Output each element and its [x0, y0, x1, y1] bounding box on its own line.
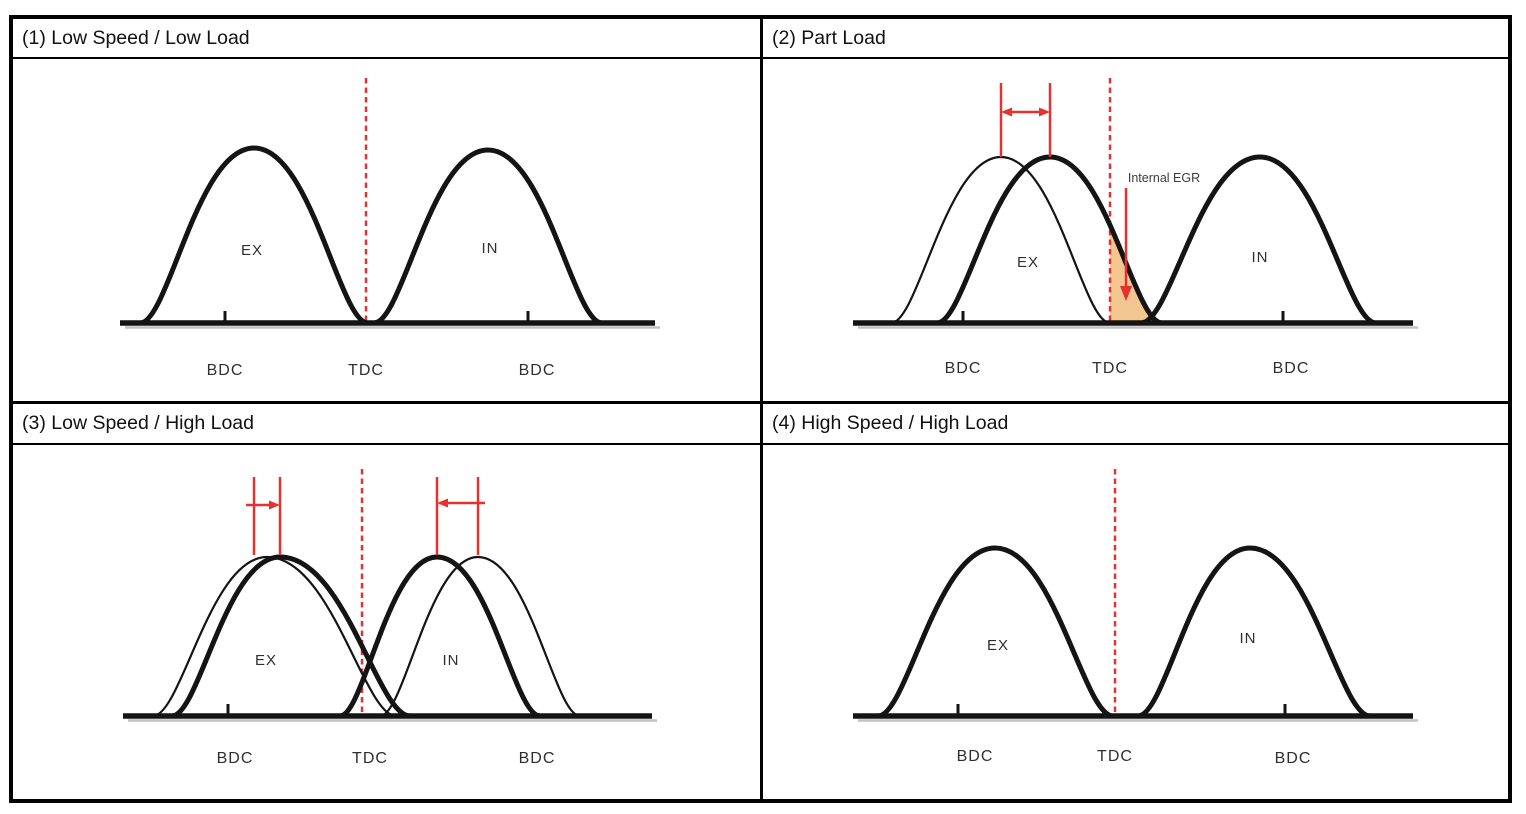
column-divider [760, 19, 763, 799]
bdc-left-label: BDC [217, 750, 254, 767]
panel-2-title: (2) Part Load [763, 19, 1508, 57]
panel-1-title: (1) Low Speed / Low Load [13, 19, 760, 57]
tdc-label: TDC [348, 362, 384, 379]
intake-cam-curve [1138, 154, 1379, 326]
intake-label: IN [1252, 249, 1269, 266]
exhaust-cam-curve [875, 545, 1116, 719]
exhaust-cam-curve-shifted [169, 554, 413, 719]
exhaust-label: EX [987, 637, 1009, 654]
internal-egr-arrow [1120, 188, 1132, 301]
bdc-left-label: BDC [207, 362, 244, 379]
row-divider [13, 443, 1508, 445]
panel-3-canvas: EX IN BDC TDC BDC [13, 445, 760, 799]
bdc-right-label: BDC [519, 750, 556, 767]
tdc-label: TDC [1097, 748, 1133, 765]
exhaust-cam-curve [137, 145, 371, 326]
exhaust-label: EX [1017, 254, 1039, 271]
tdc-label: TDC [352, 750, 388, 767]
bdc-right-label: BDC [1275, 750, 1312, 767]
panel-4-title: (4) High Speed / High Load [763, 404, 1508, 442]
intake-cam-curve [371, 147, 605, 326]
panel-4-drawing: EX IN BDC TDC BDC [853, 469, 1418, 767]
intake-cam-curve-shifted [337, 554, 543, 719]
internal-egr-region [1110, 225, 1162, 323]
tdc-label: TDC [1092, 360, 1128, 377]
panel-1-drawing: EX IN BDC TDC BDC [120, 78, 660, 379]
intake-label: IN [1240, 630, 1257, 647]
panel-3-drawing: EX IN BDC TDC BDC [123, 469, 657, 767]
bdc-left-label: BDC [945, 360, 982, 377]
panel-3-title-text: (3) Low Speed / High Load [22, 411, 254, 434]
panel-2-canvas: Internal EGR EX IN BDC TDC BDC [763, 59, 1508, 401]
intake-cam-curve [1135, 545, 1373, 719]
diagram-table: (1) Low Speed / Low Load (2) Part Load (… [9, 15, 1512, 803]
intake-label: IN [482, 240, 499, 257]
panel-4-title-text: (4) High Speed / High Load [772, 411, 1009, 434]
panel-2-title-text: (2) Part Load [772, 26, 886, 49]
row-divider [13, 401, 1508, 404]
exhaust-cam-curve-original [151, 555, 398, 718]
intake-cam-curve-original [378, 555, 582, 718]
bdc-left-label: BDC [957, 748, 994, 765]
intake-shift-arrow [435, 477, 485, 555]
exhaust-cam-curve-original [889, 155, 1112, 325]
exhaust-shift-arrow [246, 477, 282, 555]
exhaust-shift-arrow [999, 83, 1052, 157]
internal-egr-label: Internal EGR [1128, 171, 1200, 185]
intake-label: IN [443, 652, 460, 669]
exhaust-label: EX [241, 242, 263, 259]
panel-4-canvas: EX IN BDC TDC BDC [763, 445, 1508, 799]
bdc-right-label: BDC [519, 362, 556, 379]
exhaust-label: EX [255, 652, 277, 669]
panel-1-canvas: EX IN BDC TDC BDC [13, 59, 760, 401]
panel-2-drawing: Internal EGR EX IN BDC TDC BDC [853, 78, 1418, 377]
bdc-right-label: BDC [1273, 360, 1310, 377]
panel-1-title-text: (1) Low Speed / Low Load [22, 26, 250, 49]
panel-3-title: (3) Low Speed / High Load [13, 404, 760, 442]
row-divider [13, 57, 1508, 59]
